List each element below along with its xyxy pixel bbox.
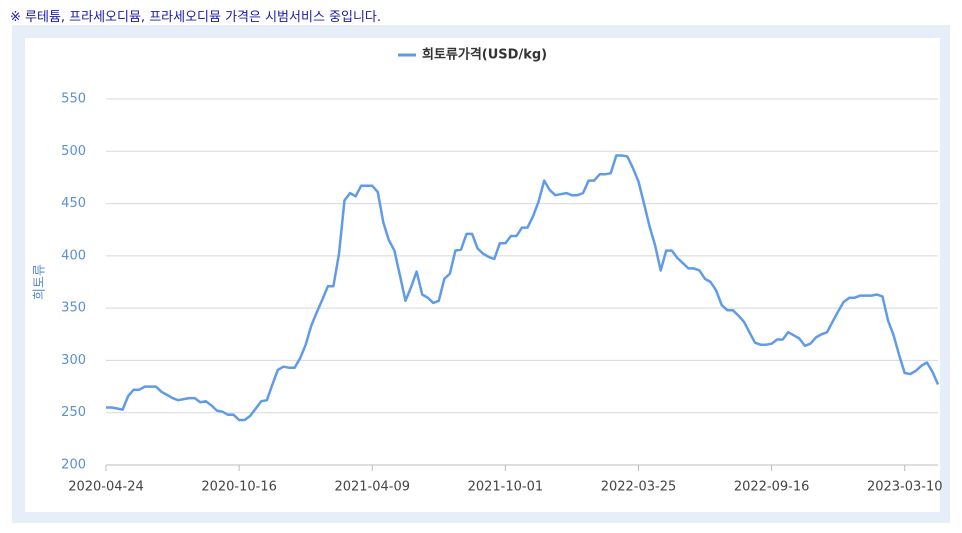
y-tick-label: 450 [61,196,86,211]
data-line [106,154,940,422]
x-tick-label: 2020-10-16 [201,480,277,495]
notice: ※ 루테튬, 프라세오디뮴, 프라세오디뮴 가격은 시범서비스 중입니다. [10,10,382,25]
y-tick-label: 350 [61,301,86,316]
y-tick-label: 400 [61,248,86,263]
x-tick-label: 2021-04-09 [334,480,410,495]
x-tick-label: 2020-04-24 [68,480,144,495]
y-tick-label: 200 [61,458,86,473]
y-axis-title: 희토류 [33,264,48,300]
x-tick-label: 2021-10-01 [468,480,544,495]
x-tick-label: 2022-09-16 [734,480,810,495]
y-tick-label: 500 [61,144,86,159]
y-tick-label: 550 [61,92,86,107]
x-tick-label: 2022-03-25 [601,480,677,495]
plot-background [25,38,940,512]
y-tick-label: 300 [61,353,86,368]
y-tick-label: 250 [61,405,86,420]
x-tick-label: 2023-03-10 [867,480,943,495]
legend-label: 희토류가격(USD/kg) [422,48,547,63]
